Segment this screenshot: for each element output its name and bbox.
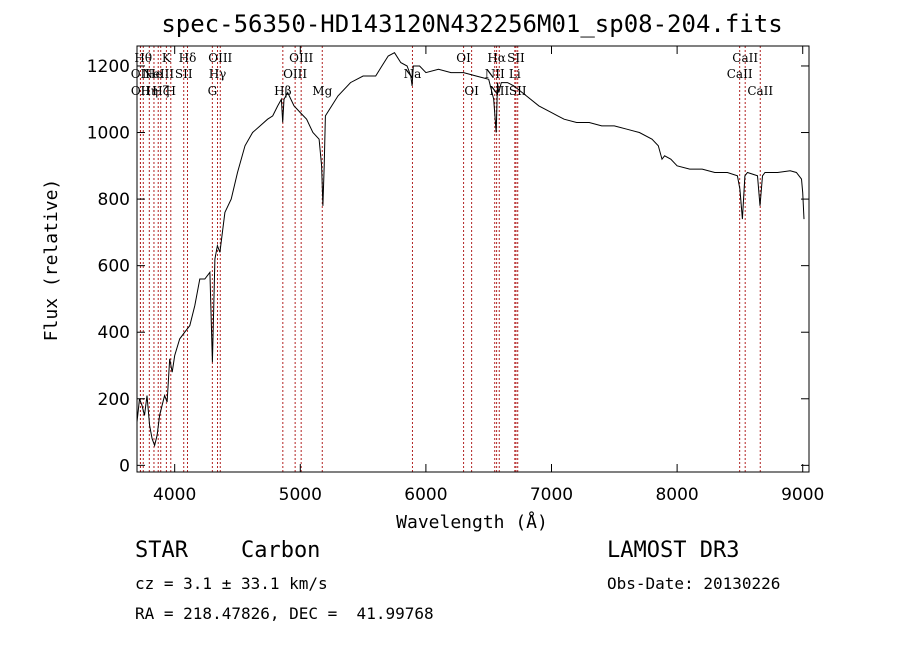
line-label-22: Hα: [487, 51, 506, 65]
line-label-0: Hθ: [134, 51, 152, 65]
line-label-12: Hγ: [209, 67, 227, 81]
y-tick-label-5: 1000: [87, 124, 130, 144]
survey-text: LAMOST DR3: [607, 538, 740, 563]
line-label-10: Hδ: [179, 51, 197, 65]
x-axis-ticks: 4000 5000 6000 7000 8000 9000: [153, 46, 824, 505]
y-axis-label: Flux (relative): [41, 179, 62, 342]
line-label-13: OIII: [208, 51, 232, 65]
line-label-29: CaII: [747, 84, 773, 98]
x-axis-label: Wavelength (Å): [396, 511, 548, 533]
x-tick-label-4: 8000: [655, 485, 698, 505]
y-tick-label-6: 1200: [87, 57, 130, 77]
line-label-28: CaII: [732, 51, 758, 65]
x-tick-label-3: 7000: [530, 485, 573, 505]
spectral-line-markers: [139, 46, 761, 472]
line-label-26: SII: [509, 84, 527, 98]
line-label-17: Mg: [312, 84, 332, 98]
line-label-25: SII: [507, 51, 525, 65]
classification-text: STAR Carbon: [135, 538, 321, 563]
x-tick-label-5: 9000: [781, 485, 824, 505]
line-label-6: Hζ: [152, 84, 169, 98]
line-label-3: Hη: [140, 84, 158, 98]
x-tick-label-2: 6000: [404, 485, 447, 505]
line-label-9: SII: [175, 67, 193, 81]
line-label-4: He: [145, 67, 163, 81]
spectral-line-labels: HθOIIOIIHηHeNeIIIHζKHSIIHδGHγOIIIHβOIIIO…: [131, 51, 774, 98]
line-label-27: CaII: [727, 67, 753, 81]
line-label-5: NeIII: [142, 67, 174, 81]
redshift-text: cz = 3.1 ± 33.1 km/s: [135, 574, 328, 593]
obs-date-text: Obs-Date: 20130226: [607, 574, 781, 593]
chart-title: spec-56350-HD143120N432256M01_sp08-204.f…: [161, 10, 782, 38]
y-tick-label-2: 400: [98, 323, 130, 343]
line-label-16: OIII: [289, 51, 313, 65]
line-label-1: OII: [131, 67, 151, 81]
plot-frame: [136, 45, 810, 473]
line-label-2: OII: [131, 84, 151, 98]
line-label-21: NII: [485, 67, 505, 81]
line-label-24: Li: [509, 67, 521, 81]
y-tick-label-0: 0: [119, 456, 130, 476]
coordinates-text: RA = 218.47826, DEC = 41.99768: [135, 604, 434, 623]
y-tick-label-4: 800: [98, 190, 130, 210]
line-label-20: OI: [464, 84, 479, 98]
y-tick-label-3: 600: [98, 257, 130, 277]
y-tick-label-1: 200: [98, 390, 130, 410]
line-label-8: H: [166, 84, 176, 98]
line-label-14: Hβ: [274, 84, 291, 98]
line-label-15: OIII: [283, 67, 307, 81]
line-label-7: K: [162, 51, 172, 65]
line-label-11: G: [208, 84, 218, 98]
x-tick-label-1: 5000: [279, 485, 322, 505]
flux-series-line: [136, 52, 805, 448]
x-tick-label-0: 4000: [153, 485, 196, 505]
y-axis-ticks: 0 200 400 600 800 1000 1200: [87, 57, 809, 476]
line-label-19: OI: [456, 51, 471, 65]
